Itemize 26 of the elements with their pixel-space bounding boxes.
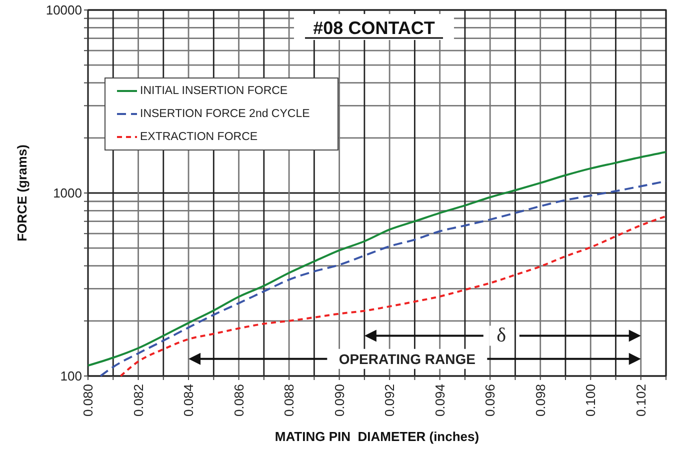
legend-label: EXTRACTION FORCE xyxy=(140,131,258,143)
line-series xyxy=(120,215,667,377)
y-tick-label: 100 xyxy=(60,368,82,384)
y-axis-title: FORCE (grams) xyxy=(14,144,30,242)
annotation: δ xyxy=(496,324,506,347)
annotation: OPERATING RANGE xyxy=(338,350,476,367)
line-series xyxy=(100,180,667,377)
x-tick-label: 0.094 xyxy=(432,384,448,417)
x-tick-label: 0.084 xyxy=(181,384,196,417)
x-tick-label: 0.098 xyxy=(532,384,548,417)
x-tick-label: 0.092 xyxy=(382,384,398,417)
chart-title: #08 CONTACT xyxy=(313,18,435,38)
x-tick-label: 0.090 xyxy=(332,384,347,417)
line-series xyxy=(87,150,667,367)
legend-label: INSERTION FORCE 2nd CYCLE xyxy=(140,108,310,120)
x-tick-label: 0.102 xyxy=(633,384,648,417)
x-tick-label: 0.082 xyxy=(130,384,146,417)
x-tick-label: 0.086 xyxy=(231,384,246,417)
y-tick-label: 10000 xyxy=(46,2,82,18)
x-tick-label: 0.080 xyxy=(80,384,96,417)
y-tick-label: 1000 xyxy=(53,186,82,200)
x-axis-title: MATING PIN DIAMETER (inches) xyxy=(274,429,480,444)
legend-label: INITIAL INSERTION FORCE xyxy=(140,85,288,97)
x-tick-label: 0.096 xyxy=(482,384,498,417)
x-tick-label: 0.100 xyxy=(583,384,598,417)
x-tick-label: 0.088 xyxy=(282,384,297,417)
